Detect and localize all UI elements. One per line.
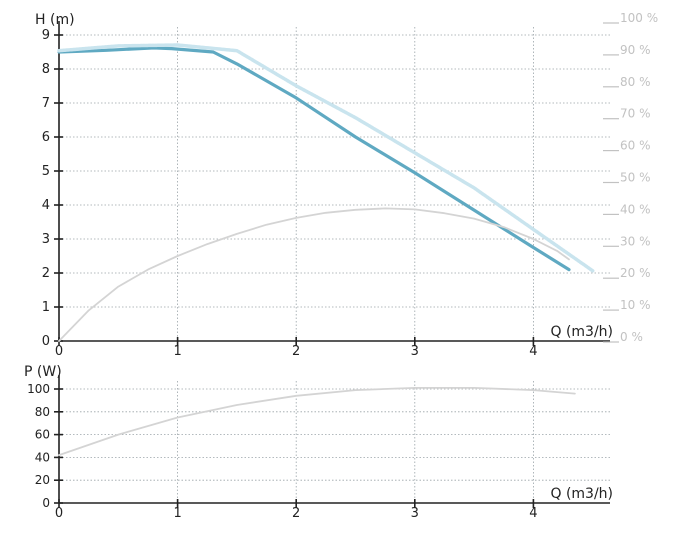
y-tick-label: 1 xyxy=(42,300,50,315)
x-tick-label: 2 xyxy=(292,344,300,359)
x-tick-label: 3 xyxy=(411,506,419,521)
y2-tick-label: 30 % xyxy=(620,234,651,248)
y-tick-label: 60 xyxy=(35,428,50,442)
y-tick-label: 6 xyxy=(42,130,50,145)
chart-1 xyxy=(54,375,612,508)
y-tick-label: 7 xyxy=(42,96,50,111)
x-tick-label: 3 xyxy=(411,344,419,359)
y2-tick-label: 80 % xyxy=(620,75,651,89)
y2-tick-label: 100 % xyxy=(620,11,658,25)
x-axis-title: Q (m3/h) xyxy=(550,486,613,502)
y2-tick-label: 0 % xyxy=(620,330,643,344)
head-curve xyxy=(57,46,571,272)
x-tick-label: 1 xyxy=(173,344,181,359)
x-tick-label: 4 xyxy=(529,506,537,521)
y2-tick-label: 20 % xyxy=(620,266,651,280)
y-tick-label: 0 xyxy=(42,334,50,349)
y2-tick-label: 70 % xyxy=(620,107,651,121)
x-tick-label: 2 xyxy=(292,506,300,521)
y2-tick-label: 90 % xyxy=(620,43,651,57)
x-tick-label: 4 xyxy=(529,344,537,359)
y-tick-label: 80 xyxy=(35,405,50,419)
y-axis-title: P (W) xyxy=(24,364,62,380)
y-tick-label: 40 xyxy=(35,450,50,464)
y-tick-label: 2 xyxy=(42,266,50,281)
y2-tick-label: 60 % xyxy=(620,139,651,153)
chart-0 xyxy=(54,21,619,346)
y-axis-title: H (m) xyxy=(35,12,75,28)
power-curve xyxy=(58,387,576,456)
y-tick-label: 20 xyxy=(35,473,50,487)
x-tick-label: 0 xyxy=(55,344,63,359)
y2-tick-label: 10 % xyxy=(620,298,651,312)
x-tick-label: 0 xyxy=(55,506,63,521)
y2-tick-label: 50 % xyxy=(620,171,651,185)
y-tick-label: 9 xyxy=(42,28,50,43)
y-tick-label: 3 xyxy=(42,232,50,247)
x-tick-label: 1 xyxy=(173,506,181,521)
y-tick-label: 5 xyxy=(42,164,50,179)
y-tick-label: 0 xyxy=(42,496,50,510)
y-tick-label: 8 xyxy=(42,62,50,77)
secondary-curve xyxy=(58,207,570,342)
y2-tick-label: 40 % xyxy=(620,202,651,216)
y-tick-label: 100 xyxy=(27,382,50,396)
y-tick-label: 4 xyxy=(42,198,50,213)
efficiency-curve xyxy=(57,43,595,273)
x-axis-title: Q (m3/h) xyxy=(550,324,613,340)
